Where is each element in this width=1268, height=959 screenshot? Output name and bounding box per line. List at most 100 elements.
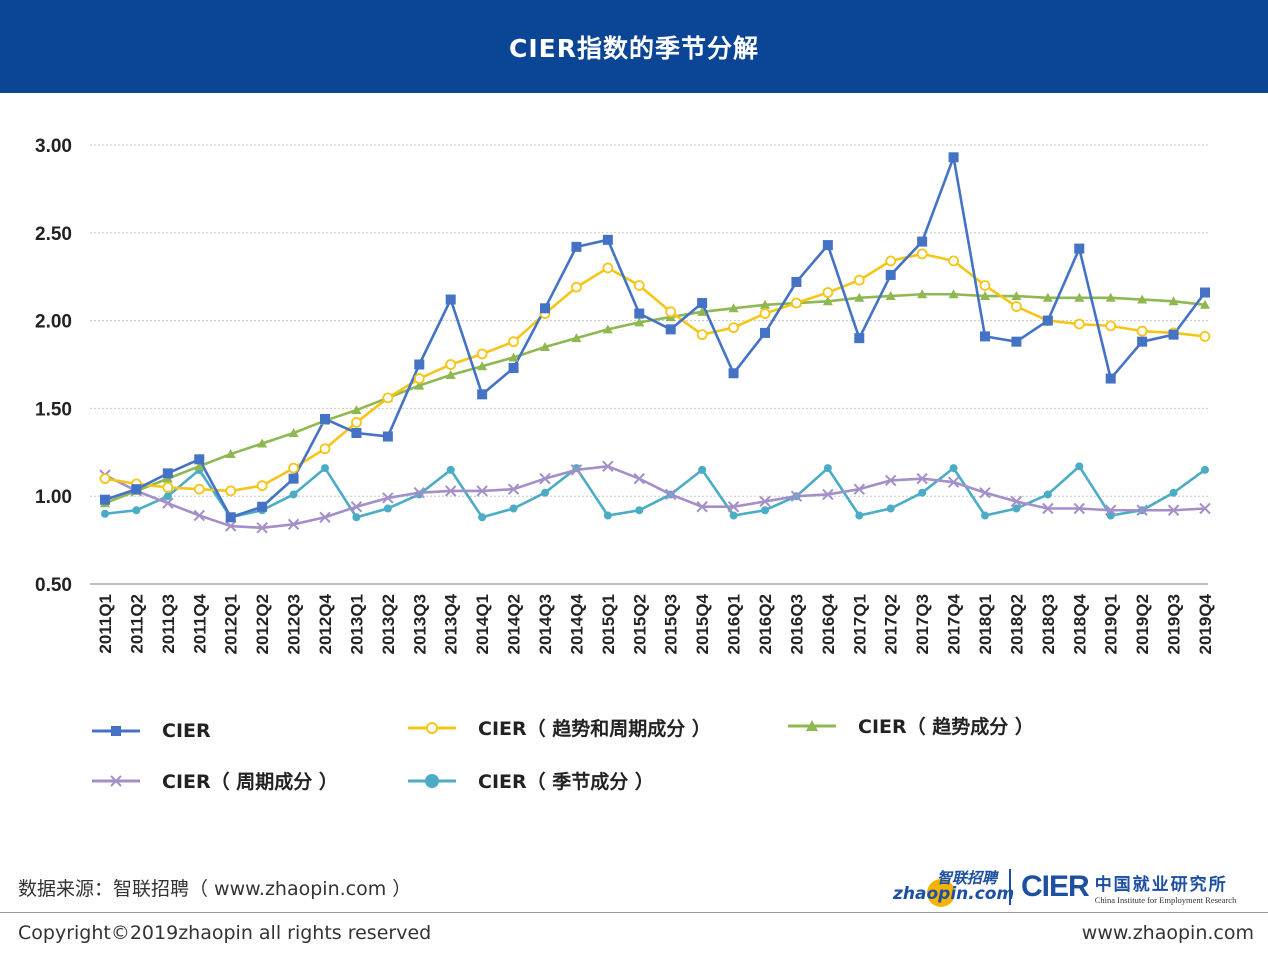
data-point (162, 482, 174, 493)
data-point (445, 359, 457, 370)
chart-legend: CIER CIER（ 趋势和周期成分 ） CIER（ 趋势成分 ） CIER（ … (0, 700, 1268, 810)
x-tick-label: 2013Q1 (347, 594, 366, 655)
data-point (823, 464, 832, 473)
data-point (760, 327, 770, 338)
copyright-text: Copyright©2019zhaopin all rights reserve… (18, 922, 432, 944)
data-point (382, 392, 394, 404)
legend-swatch-square (92, 726, 140, 736)
data-point (1042, 292, 1053, 302)
cier-logo-cn: 中国就业研究所 (1094, 874, 1228, 895)
legend-label: CIER（ 季节成分 ） (478, 771, 654, 793)
x-tick-label: 2015Q2 (630, 594, 649, 655)
x-tick-label: 2016Q4 (819, 593, 838, 654)
data-point (1011, 336, 1022, 347)
data-point (886, 504, 895, 513)
x-tick-label: 2019Q3 (1165, 594, 1184, 655)
x-tick-label: 2011Q2 (127, 594, 146, 654)
x-tick-label: 2019Q1 (1102, 594, 1121, 655)
data-point (602, 234, 613, 245)
data-point (131, 484, 142, 495)
data-point (1136, 325, 1148, 337)
zhaopin-logo-en: zhaopin.com (893, 884, 1015, 904)
data-point (728, 303, 739, 313)
data-point (947, 476, 960, 488)
data-point (917, 236, 928, 247)
data-point (665, 306, 677, 318)
data-point (508, 363, 519, 374)
data-point (980, 331, 990, 342)
data-point (100, 494, 110, 505)
data-point (790, 490, 803, 502)
data-point (602, 324, 613, 334)
data-point (1137, 294, 1148, 304)
data-point (319, 511, 331, 523)
data-point (633, 280, 645, 291)
legend-swatch-triangle (788, 719, 836, 731)
legend-item-trend: CIER（ 趋势成分 ） (788, 712, 1034, 739)
data-point (570, 464, 583, 476)
cier-logo-en: China Institute for Employment Research (1094, 894, 1237, 905)
data-point (949, 464, 958, 473)
data-point (351, 417, 362, 428)
data-point (727, 501, 740, 513)
data-point (256, 480, 268, 492)
data-point (633, 472, 645, 485)
data-point (225, 485, 237, 497)
data-point (351, 405, 362, 415)
data-point (1011, 291, 1022, 301)
x-tick-label: 2014Q4 (567, 593, 586, 654)
data-point (350, 501, 363, 513)
data-point (194, 454, 205, 465)
legend-item-cier: CIER (92, 720, 211, 742)
data-point (509, 504, 518, 513)
data-point (885, 255, 897, 267)
legend-swatch-cross (92, 774, 140, 787)
y-tick-label: 1.50 (35, 399, 72, 420)
data-point (288, 427, 299, 437)
data-point (540, 303, 550, 314)
x-tick-label: 2018Q2 (1007, 594, 1026, 655)
data-point (634, 308, 645, 319)
data-point (1011, 301, 1022, 312)
data-point (571, 241, 582, 252)
data-point (602, 460, 614, 473)
data-point (321, 464, 329, 473)
data-point (1201, 465, 1209, 474)
data-point (507, 483, 520, 495)
x-tick-label: 2017Q3 (913, 594, 932, 655)
zhaopin-logo-dot (927, 879, 955, 907)
data-point (948, 289, 959, 299)
data-point (759, 495, 771, 508)
data-point (1075, 462, 1084, 471)
data-point (791, 276, 802, 287)
website-link[interactable]: www.zhaopin.com (1081, 922, 1254, 944)
data-point (257, 501, 268, 512)
data-point (194, 461, 205, 471)
data-point (602, 262, 614, 274)
data-source-note: 数据来源：智联招聘（ www.zhaopin.com ） (18, 878, 412, 900)
data-point (101, 509, 109, 518)
series-line (104, 465, 1206, 519)
legend-swatch-dot (408, 773, 456, 788)
y-tick-label: 2.00 (35, 312, 72, 333)
data-point (1074, 292, 1085, 302)
data-point (979, 280, 991, 291)
zhaopin-logo: 智联招聘 zhaopin.com (893, 867, 1014, 907)
data-point (1200, 287, 1210, 298)
data-point (320, 413, 330, 424)
data-point (759, 308, 771, 319)
data-point (571, 333, 582, 343)
data-point (383, 504, 392, 513)
x-tick-label: 2011Q4 (190, 593, 209, 653)
data-point (162, 497, 174, 509)
data-point (1073, 502, 1085, 515)
legend-label: CIER（ 趋势成分 ） (858, 716, 1034, 738)
data-point (853, 483, 865, 495)
x-tick-label: 2012Q3 (285, 594, 304, 655)
data-point (225, 520, 237, 532)
y-tick-label: 2.50 (35, 224, 72, 245)
series-line (104, 155, 1207, 519)
data-point (541, 488, 549, 497)
x-tick-label: 2013Q4 (442, 593, 461, 654)
data-point (1074, 243, 1085, 254)
